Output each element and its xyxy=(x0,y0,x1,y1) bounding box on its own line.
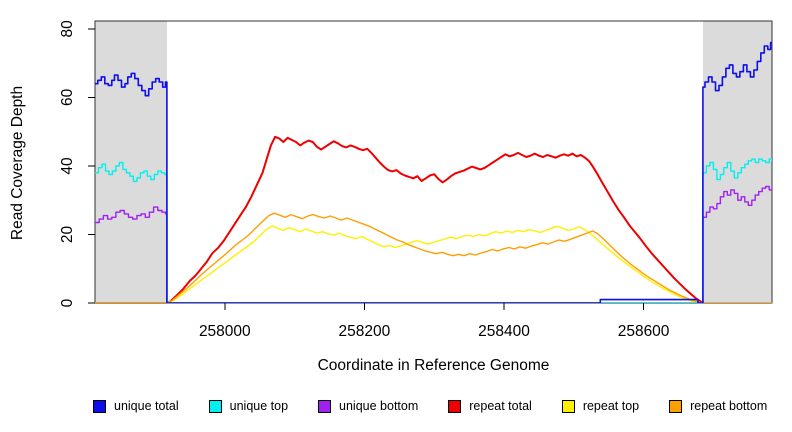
x-tick-label: 258000 xyxy=(199,323,251,340)
legend-label: unique total xyxy=(114,399,179,413)
legend-label: repeat bottom xyxy=(690,399,768,413)
legend-swatch-repeat-top xyxy=(561,399,575,413)
masked-region-left xyxy=(95,21,167,303)
series-unique-total-line xyxy=(95,41,772,303)
y-tick-label: 20 xyxy=(59,225,76,243)
legend-label: unique top xyxy=(229,399,289,413)
legend-label: repeat top xyxy=(582,399,640,413)
y-tick-label: 0 xyxy=(59,298,76,307)
series-unique-top-line xyxy=(95,158,772,303)
legend-item-unique-top: unique top xyxy=(208,399,289,413)
legend-swatch-unique-total xyxy=(93,399,106,413)
legend-swatch-unique-bottom xyxy=(318,399,332,413)
legend-item-unique-total: unique total xyxy=(93,399,179,413)
legend-item-repeat-top: repeat top xyxy=(561,399,640,413)
legend-swatch-unique-top xyxy=(208,399,222,413)
legend-item-unique-bottom: unique bottom xyxy=(318,399,418,413)
x-tick-label: 258600 xyxy=(618,323,670,340)
legend-label: repeat total xyxy=(469,399,532,413)
series-repeat-bottom-line xyxy=(95,212,772,303)
series-repeat-top-line xyxy=(95,225,701,303)
x-tick-label: 258200 xyxy=(339,323,391,340)
legend-item-repeat-bottom: repeat bottom xyxy=(669,399,767,413)
legend-item-repeat-total: repeat total xyxy=(448,399,532,413)
masked-region-right xyxy=(702,21,772,303)
x-tick-label: 258400 xyxy=(478,323,530,340)
series-unique-bottom-line xyxy=(95,185,772,303)
legend: unique total unique top unique bottom repea… xyxy=(93,399,783,413)
series-repeat-total-line xyxy=(95,135,704,303)
legend-swatch-repeat-total xyxy=(448,399,462,413)
plot-border xyxy=(94,20,773,304)
x-axis-title: Coordinate in Reference Genome xyxy=(317,357,550,374)
legend-label: unique bottom xyxy=(339,399,419,413)
y-tick-label: 60 xyxy=(59,88,76,106)
y-axis-title: Read Coverage Depth xyxy=(9,85,26,241)
y-tick-label: 80 xyxy=(59,20,76,38)
legend-swatch-repeat-bottom xyxy=(669,399,683,413)
y-tick-label: 40 xyxy=(59,157,76,175)
